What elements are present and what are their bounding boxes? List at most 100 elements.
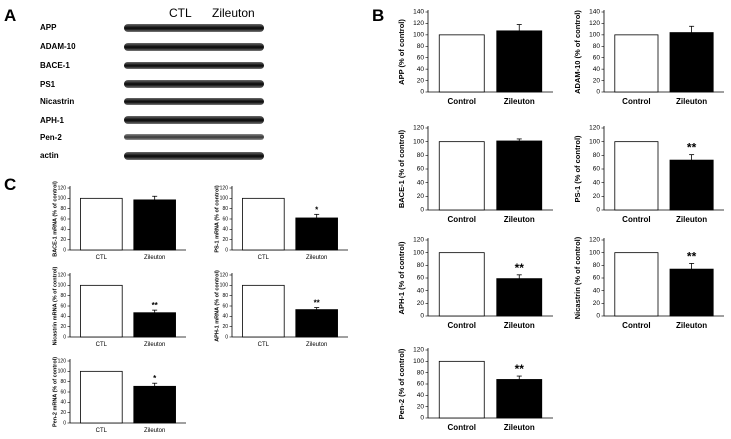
x-category-label: Control <box>622 97 650 106</box>
y-tick-label: 40 <box>60 314 66 320</box>
blot-band-ps1 <box>124 80 264 88</box>
significance-marker: ** <box>314 299 321 308</box>
x-category-label: Zileuton <box>504 215 535 224</box>
y-tick-label: 120 <box>58 358 67 364</box>
x-category-label: Control <box>622 321 650 330</box>
bar-control <box>438 34 485 93</box>
chart-app: APP (% of control) 0 20 40 60 80 100 120 140 Cont… <box>397 9 553 106</box>
y-tick-label: 40 <box>593 287 601 294</box>
y-tick-label: 0 <box>225 334 228 340</box>
y-axis-label: Nicastrin (% of control) <box>573 236 582 319</box>
y-tick-label: 60 <box>60 303 66 309</box>
bar-zileuton <box>133 199 176 251</box>
x-category-label: Control <box>448 97 476 106</box>
y-tick-label: 120 <box>589 125 600 132</box>
y-tick-label: 80 <box>593 262 601 269</box>
bar-zileuton <box>133 312 176 338</box>
x-category-label: Zileuton <box>504 321 535 330</box>
y-tick-label: 120 <box>589 20 600 27</box>
y-tick-label: 40 <box>222 314 228 320</box>
x-category-label: Control <box>448 215 476 224</box>
y-tick-label: 120 <box>413 20 424 27</box>
bar-zileuton <box>133 385 176 424</box>
y-axis-label: PS-1 (% of control) <box>573 135 582 203</box>
y-tick-label: 60 <box>417 381 425 388</box>
x-category-label: Zileuton <box>144 428 165 434</box>
y-tick-label: 120 <box>413 347 424 354</box>
blot-band-nicastrin <box>124 98 264 105</box>
y-tick-label: 20 <box>593 300 601 307</box>
x-category-label: Control <box>622 215 650 224</box>
bar-control <box>614 252 659 317</box>
significance-marker: ** <box>687 141 697 155</box>
bar-control <box>80 197 123 251</box>
y-tick-label: 80 <box>417 152 425 159</box>
y-tick-label: 60 <box>417 54 425 61</box>
chart-aph1-mrna: APH-1 mRNA (% of control) 0 20 40 60 80 100 120… <box>214 270 348 348</box>
y-tick-label: 60 <box>593 275 601 282</box>
y-tick-label: 20 <box>417 193 425 200</box>
x-category-label: Zileuton <box>676 97 707 106</box>
significance-marker: * <box>153 374 157 383</box>
blot-band-adam10 <box>124 43 264 51</box>
y-axis-label: APH-1 mRNA (% of control) <box>214 270 220 342</box>
y-tick-label: 20 <box>593 193 601 200</box>
bar-zileuton <box>669 268 714 317</box>
y-tick-label: 60 <box>593 54 601 61</box>
y-tick-label: 100 <box>58 196 67 202</box>
y-tick-label: 0 <box>420 415 424 422</box>
y-axis-label: PS-1 mRNA (% of control) <box>214 185 220 252</box>
y-tick-label: 20 <box>222 324 228 330</box>
chart-ps1-mrna: PS-1 mRNA (% of control) 0 20 40 60 80 100 120 C… <box>214 185 348 261</box>
y-tick-label: 60 <box>222 303 228 309</box>
y-tick-label: 40 <box>60 400 66 406</box>
bar-zileuton <box>295 217 338 251</box>
x-category-label: CTL <box>258 342 270 348</box>
chart-ps1: PS-1 (% of control) 0 20 40 60 80 100 120 Contro… <box>573 125 724 224</box>
bar-control <box>614 34 659 93</box>
y-tick-label: 0 <box>63 247 66 253</box>
y-tick-label: 60 <box>593 166 601 173</box>
panel-label-c: C <box>4 175 17 194</box>
bar-zileuton <box>496 140 543 211</box>
y-tick-label: 100 <box>58 283 67 289</box>
y-tick-label: 60 <box>222 216 228 222</box>
x-category-label: CTL <box>258 255 270 261</box>
blot-band-bace1 <box>124 62 264 69</box>
bar-zileuton <box>496 30 543 93</box>
x-category-label: Zileuton <box>306 255 327 261</box>
bar-control <box>242 197 285 251</box>
y-tick-label: 100 <box>413 358 424 365</box>
y-tick-label: 40 <box>60 227 66 233</box>
y-tick-label: 80 <box>60 206 66 212</box>
blot-column-zileuton: Zileuton <box>212 6 255 20</box>
bar-control <box>438 141 485 211</box>
y-tick-label: 120 <box>413 125 424 132</box>
x-category-label: Zileuton <box>676 321 707 330</box>
blot-band-actin <box>124 152 264 160</box>
y-tick-label: 0 <box>596 207 600 214</box>
y-tick-label: 120 <box>58 272 67 278</box>
significance-marker: ** <box>515 261 525 275</box>
blot-label-app: APP <box>40 23 57 32</box>
y-tick-label: 20 <box>60 237 66 243</box>
y-tick-label: 140 <box>413 9 424 16</box>
y-tick-label: 40 <box>417 287 425 294</box>
blot-label-aph1: APH-1 <box>40 116 65 125</box>
blot-column-ctl: CTL <box>169 6 192 20</box>
y-tick-label: 100 <box>589 32 600 39</box>
blot-label-nicastrin: Nicastrin <box>40 97 75 106</box>
x-category-label: Zileuton <box>504 97 535 106</box>
bar-control <box>242 284 285 338</box>
x-category-label: CTL <box>96 255 108 261</box>
x-category-label: Zileuton <box>144 255 165 261</box>
blot-label-adam10: ADAM-10 <box>40 42 76 51</box>
y-tick-label: 100 <box>413 138 424 145</box>
blot-band-app <box>124 24 264 32</box>
y-tick-label: 20 <box>593 77 601 84</box>
blot-band-aph1 <box>124 116 264 124</box>
bar-zileuton <box>669 159 714 211</box>
blot-label-ps1: PS1 <box>40 80 56 89</box>
x-category-label: CTL <box>96 428 108 434</box>
y-tick-label: 40 <box>417 66 425 73</box>
